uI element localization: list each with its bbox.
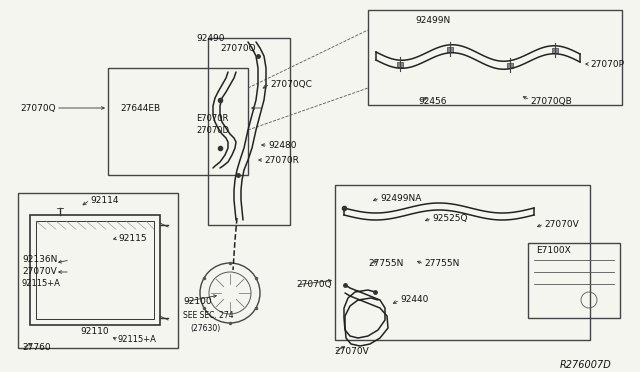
Text: E7100X: E7100X [536, 246, 571, 254]
Text: 27070Q: 27070Q [220, 44, 255, 53]
Text: R276007D: R276007D [560, 360, 612, 370]
Text: 92499NA: 92499NA [380, 193, 421, 202]
Text: 92110: 92110 [80, 327, 109, 337]
Bar [447, 47, 453, 52]
Text: E7070R: E7070R [196, 113, 228, 122]
Text: 27070QC: 27070QC [270, 80, 312, 89]
Text: 92456: 92456 [418, 97, 447, 106]
Bar [108, 68, 248, 175]
Bar [507, 63, 513, 68]
Text: 27070R: 27070R [264, 155, 299, 164]
Text: 27070Q: 27070Q [20, 103, 56, 112]
Text: 92115: 92115 [118, 234, 147, 243]
Text: 27070Q: 27070Q [296, 280, 332, 289]
Text: 92490: 92490 [196, 34, 225, 43]
Text: 27070V: 27070V [22, 267, 57, 276]
Text: 92440: 92440 [400, 295, 428, 305]
Bar [208, 38, 290, 225]
Text: 27070V: 27070V [334, 347, 369, 356]
Bar [36, 221, 154, 319]
Bar [30, 215, 160, 325]
Bar [528, 243, 620, 318]
Bar [397, 62, 403, 67]
Bar [18, 193, 178, 348]
Bar [552, 48, 558, 53]
Text: 27070D: 27070D [196, 125, 229, 135]
Text: 27070P: 27070P [590, 60, 624, 68]
Text: 92100: 92100 [183, 298, 212, 307]
Text: SEE SEC. 274: SEE SEC. 274 [183, 311, 234, 321]
Text: 92136N: 92136N [22, 256, 58, 264]
Text: 92480: 92480 [268, 141, 296, 150]
Text: 92115+A: 92115+A [22, 279, 61, 289]
Bar [335, 185, 590, 340]
Text: 27760: 27760 [22, 343, 51, 353]
Text: 92114: 92114 [90, 196, 118, 205]
Text: 27070QB: 27070QB [530, 97, 572, 106]
Bar [368, 10, 622, 105]
Text: 92115+A: 92115+A [118, 336, 157, 344]
Text: (27630): (27630) [190, 324, 220, 333]
Text: 27755N: 27755N [424, 260, 460, 269]
Text: 27755N: 27755N [368, 260, 403, 269]
Text: 92525Q: 92525Q [432, 214, 467, 222]
Text: 92499N: 92499N [415, 16, 451, 25]
Text: 27070V: 27070V [544, 219, 579, 228]
Text: 27644EB: 27644EB [120, 103, 160, 112]
